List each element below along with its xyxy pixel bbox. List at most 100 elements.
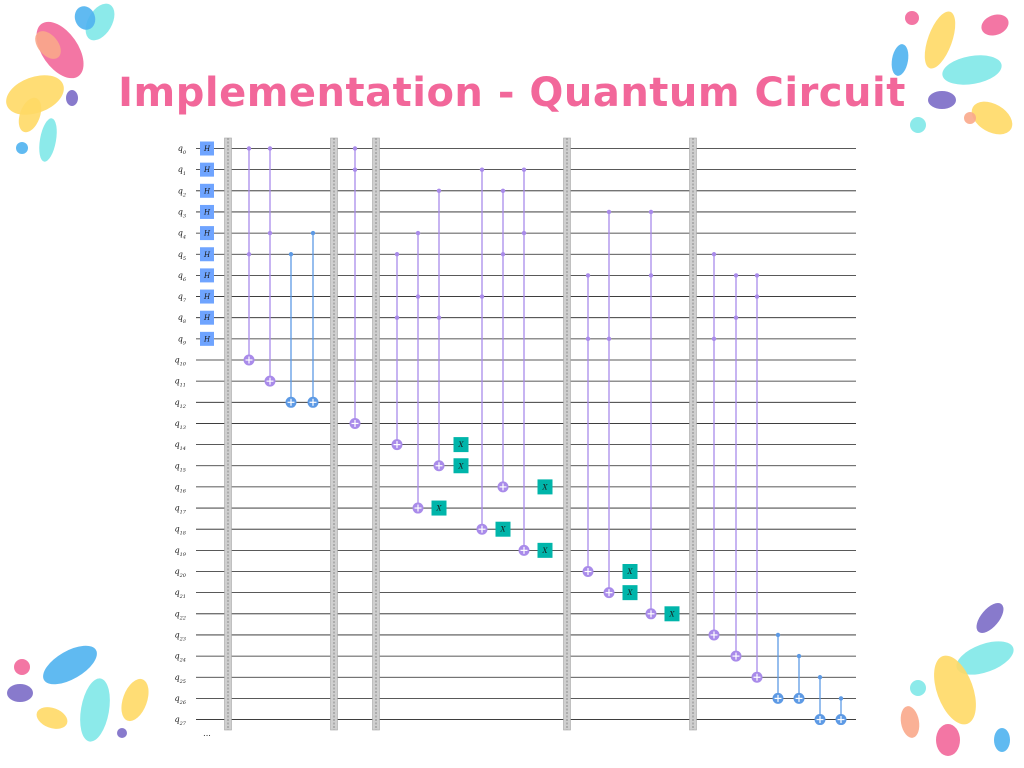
qubit-label: q26: [175, 694, 187, 706]
qubit-label: q16: [175, 482, 187, 494]
paint-splash: [36, 707, 68, 729]
control-dot: [246, 146, 252, 151]
barriers: [224, 137, 697, 731]
control-dot: [711, 336, 717, 342]
qubit-label: q0: [178, 144, 187, 156]
qubit-label: q6: [178, 271, 187, 283]
paint-splash: [936, 724, 960, 756]
h-gate: [200, 183, 214, 198]
h-gate-label: H: [203, 272, 211, 280]
h-gate: [200, 141, 214, 156]
qubit-label: q10: [175, 356, 187, 368]
paint-splash: [981, 14, 1009, 36]
paint-splash: [14, 659, 30, 675]
control-dot: [267, 146, 273, 151]
control-dot: [246, 252, 252, 257]
paint-splash: [7, 684, 33, 702]
x-gate: [537, 479, 553, 495]
control-dot: [521, 167, 527, 172]
gates: X X X X X X X X X: [243, 146, 847, 726]
x-gate-label: X: [627, 568, 634, 576]
qubit-label: q27: [175, 715, 187, 727]
h-gate: [200, 247, 214, 262]
control-dot: [500, 252, 506, 257]
qubit-label: q24: [175, 652, 187, 664]
h-gate-label: H: [203, 166, 211, 174]
control-dot: [838, 696, 844, 701]
qubit-label: q22: [175, 609, 187, 621]
x-gate-label: X: [669, 610, 676, 618]
paint-splash: [976, 603, 1004, 633]
qubit-label: q7: [178, 292, 187, 304]
h-gate: [200, 226, 214, 241]
paint-splash: [934, 655, 976, 725]
qubit-label: q19: [175, 546, 187, 558]
paint-splash: [910, 680, 926, 696]
qubit-label: q13: [175, 419, 187, 431]
control-dot: [606, 209, 612, 215]
qubit-label: q5: [178, 250, 186, 262]
paint-splash: [994, 728, 1010, 752]
control-dot: [775, 632, 781, 638]
control-dot: [754, 294, 760, 299]
control-dot: [436, 315, 442, 320]
paint-splash: [66, 90, 78, 106]
continuation-dots: ...: [203, 729, 211, 738]
control-dot: [479, 294, 485, 299]
x-gate: [622, 564, 638, 579]
paint-splash: [971, 101, 1013, 135]
x-gate: [495, 521, 511, 537]
qubit-label: q8: [178, 313, 186, 325]
x-gate: [453, 458, 469, 474]
h-gate-label: H: [203, 251, 211, 259]
control-dot: [648, 209, 654, 215]
qubit-label: q3: [178, 207, 186, 219]
control-dot: [436, 188, 442, 193]
x-gate-label: X: [458, 441, 465, 449]
qubit-label: q17: [175, 504, 187, 516]
paint-splash: [928, 91, 956, 109]
qubit-label: q25: [175, 673, 187, 685]
x-gate-label: X: [458, 462, 465, 470]
control-dot: [585, 273, 591, 278]
h-gates: H H H H H H H H H H: [200, 141, 214, 346]
x-gate-label: X: [542, 547, 549, 555]
paint-splash: [39, 118, 57, 162]
paint-splash: [900, 706, 920, 738]
x-gate: [622, 585, 638, 601]
h-gate-label: H: [203, 293, 211, 301]
control-dot: [733, 273, 739, 278]
paint-splash: [924, 11, 956, 69]
control-dot: [394, 252, 400, 257]
control-dot: [352, 146, 358, 151]
qubit-label: q12: [175, 398, 187, 410]
control-dot: [352, 167, 358, 172]
paint-splash: [891, 44, 909, 76]
h-gate-label: H: [203, 187, 211, 195]
control-dot: [585, 336, 591, 342]
control-dot: [817, 675, 823, 680]
paint-splash: [956, 641, 1014, 675]
x-gate: [431, 500, 447, 516]
h-gate: [200, 289, 214, 304]
x-gate-label: X: [436, 505, 443, 513]
control-dot: [479, 167, 485, 172]
paint-splash: [942, 55, 1002, 85]
page-title: Implementation - Quantum Circuit: [118, 70, 906, 116]
h-gate-label: H: [203, 230, 211, 238]
paint-splash: [910, 117, 926, 133]
x-gate-label: X: [500, 526, 507, 534]
h-gate: [200, 162, 214, 177]
h-gate: [200, 204, 214, 219]
control-dot: [711, 252, 717, 257]
control-dot: [521, 230, 527, 236]
paint-splash: [18, 97, 42, 133]
x-gate: [537, 542, 553, 558]
x-gate-label: X: [627, 589, 634, 597]
qubit-label: q14: [175, 440, 187, 452]
qubit-label: q9: [178, 334, 187, 346]
paint-splash: [6, 75, 64, 115]
paint-splash: [35, 31, 61, 59]
